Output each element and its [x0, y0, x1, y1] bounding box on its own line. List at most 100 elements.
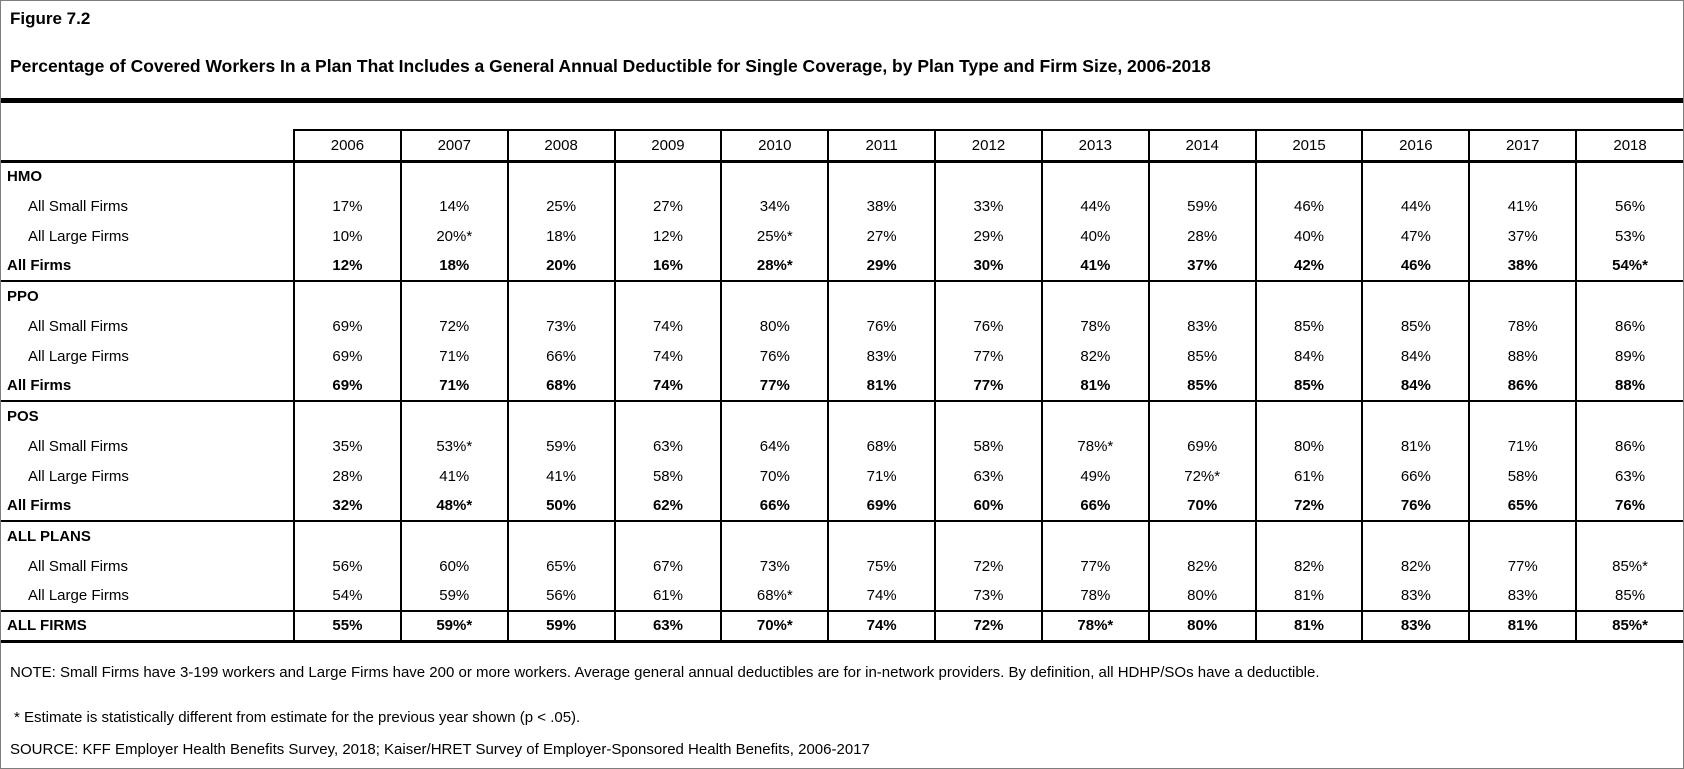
year-header-cell: 2011 [827, 129, 936, 163]
year-header-cell: 2007 [399, 129, 508, 163]
year-header-cell: 2013 [1040, 129, 1149, 163]
value-cell: 66% [1361, 461, 1470, 491]
table-row: All Large Firms 28% 41% 41% 58% 70% 71% 63% 49% 7… [1, 461, 1683, 491]
value-cell: 63% [934, 461, 1042, 491]
empty-cell [720, 280, 829, 311]
empty-cell [399, 280, 508, 311]
value-cell: 27% [613, 191, 722, 221]
value-cell: 66% [506, 341, 615, 371]
value-cell: 59% [399, 581, 508, 611]
value-cell: 86% [1468, 371, 1577, 401]
value-cell: 14% [399, 191, 508, 221]
empty-cell [1147, 280, 1256, 311]
value-cell: 44% [1361, 191, 1470, 221]
empty-cell [1575, 400, 1683, 431]
empty-cell [613, 400, 722, 431]
value-cell: 37% [1147, 251, 1256, 281]
value-cell: 44% [1040, 191, 1149, 221]
title-divider-rule [1, 98, 1683, 103]
value-cell: 71% [399, 341, 508, 371]
value-cell: 56% [506, 581, 615, 611]
empty-cell [1254, 161, 1363, 191]
value-cell: 41% [1040, 251, 1149, 281]
empty-cell [1468, 280, 1577, 311]
value-cell: 74% [827, 610, 936, 643]
figure-label: Figure 7.2 [10, 9, 91, 28]
value-cell: 88% [1468, 341, 1577, 371]
year-header-row: 2006 2007 2008 2009 2010 2011 2012 2013 2014 2015… [1, 129, 1683, 163]
value-cell: 82% [1254, 551, 1363, 581]
empty-cell [720, 161, 829, 191]
table-row: All Small Firms 56% 60% 65% 67% 73% 75% 72% 77% 8… [1, 551, 1683, 581]
value-cell: 69% [827, 491, 936, 521]
empty-cell [827, 161, 936, 191]
value-cell: 66% [1040, 491, 1149, 521]
value-cell: 85%* [1575, 610, 1683, 643]
empty-cell [293, 280, 401, 311]
value-cell: 59% [506, 610, 615, 643]
value-cell: 61% [1254, 461, 1363, 491]
value-cell: 37% [1468, 221, 1577, 251]
empty-cell [934, 400, 1042, 431]
empty-cell [293, 161, 401, 191]
value-cell: 73% [720, 551, 829, 581]
empty-cell [506, 161, 615, 191]
value-cell: 82% [1361, 551, 1470, 581]
value-cell: 80% [1147, 610, 1256, 643]
table-row: All Large Firms 10% 20%* 18% 12% 25%* 27% 29% 40… [1, 221, 1683, 251]
value-cell: 41% [1468, 191, 1577, 221]
value-cell: 56% [1575, 191, 1683, 221]
value-cell: 81% [1254, 581, 1363, 611]
empty-cell [399, 161, 508, 191]
value-cell: 40% [1254, 221, 1363, 251]
value-cell: 76% [720, 341, 829, 371]
value-cell: 82% [1040, 341, 1149, 371]
value-cell: 89% [1575, 341, 1683, 371]
value-cell: 60% [934, 491, 1042, 521]
value-cell: 20% [506, 251, 615, 281]
value-cell: 77% [934, 371, 1042, 401]
value-cell: 38% [1468, 251, 1577, 281]
value-cell: 28% [293, 461, 401, 491]
empty-cell [1468, 520, 1577, 551]
value-cell: 73% [934, 581, 1042, 611]
value-cell: 67% [613, 551, 722, 581]
year-header-cell: 2009 [613, 129, 722, 163]
empty-cell [399, 520, 508, 551]
empty-cell [1468, 400, 1577, 431]
value-cell: 83% [1147, 311, 1256, 341]
row-label-cell: All Large Firms [28, 467, 129, 485]
value-cell: 32% [293, 491, 401, 521]
empty-cell [827, 520, 936, 551]
empty-cell [1468, 161, 1577, 191]
value-cell: 58% [1468, 461, 1577, 491]
value-cell: 78% [1040, 311, 1149, 341]
value-cell: 66% [720, 491, 829, 521]
value-cell: 85% [1575, 581, 1683, 611]
row-label-cell: ALL PLANS [1, 520, 294, 551]
row-label-cell: All Firms [7, 377, 72, 394]
value-cell: 68% [827, 431, 936, 461]
value-cell: 38% [827, 191, 936, 221]
value-cell: 41% [506, 461, 615, 491]
value-cell: 34% [720, 191, 829, 221]
row-label-cell: ALL FIRMS [1, 610, 294, 643]
row-label-cell: All Small Firms [28, 197, 128, 215]
empty-cell [1361, 400, 1470, 431]
year-header-cell: 2014 [1147, 129, 1256, 163]
value-cell: 30% [934, 251, 1042, 281]
value-cell: 76% [827, 311, 936, 341]
value-cell: 65% [506, 551, 615, 581]
table-corner-cell [1, 130, 294, 163]
year-header-cell: 2008 [506, 129, 615, 163]
value-cell: 29% [827, 251, 936, 281]
section-header-row: POS [1, 400, 1683, 431]
empty-cell [1040, 280, 1149, 311]
section-header-row: PPO [1, 280, 1683, 311]
empty-cell [1254, 400, 1363, 431]
row-label-cell: All Small Firms [28, 437, 128, 455]
table-body: HMO All Small Firms 17% 14% 25% 27% 34% 38% 33% 4… [1, 161, 1683, 643]
value-cell: 25%* [720, 221, 829, 251]
value-cell: 80% [720, 311, 829, 341]
